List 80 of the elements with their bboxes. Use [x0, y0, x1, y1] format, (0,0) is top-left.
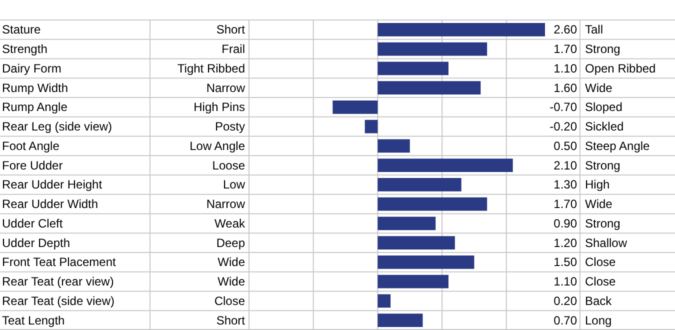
text: Loose [212, 158, 246, 172]
data-label: 1.30 [554, 178, 578, 192]
y-tick-label: Rear Udder Height [2, 178, 103, 192]
y2-tick-label: Back [585, 294, 613, 308]
text: Tight Ribbed [177, 61, 245, 76]
y2-tick-label: Long [585, 313, 612, 328]
text: Deep [216, 236, 246, 250]
y2-tick-label: Open Ribbed [585, 61, 656, 76]
bar [378, 139, 410, 153]
y-tick-label: Rump Width [2, 80, 68, 95]
bar [332, 100, 378, 114]
data-label: -0.20 [550, 120, 578, 134]
bar [378, 256, 474, 269]
y-tick-label: Rear Leg (side view) [2, 120, 112, 134]
y-tick-label: Rear Teat (side view) [2, 294, 114, 308]
text: Short [216, 22, 246, 37]
text: Narrow [206, 197, 246, 212]
bar [378, 178, 462, 192]
y-tick-label: Strength [2, 42, 48, 56]
bar [378, 23, 545, 36]
text: Short [216, 313, 246, 328]
bar [378, 81, 481, 94]
data-label: -0.70 [550, 100, 578, 114]
y2-tick-label: Strong [585, 216, 620, 230]
data-label: 1.10 [554, 61, 578, 76]
y-tick-label: Fore Udder [2, 158, 63, 172]
text: Low Angle [190, 138, 246, 153]
data-label: 1.20 [554, 236, 578, 250]
y-tick-label: Rear Teat (rear view) [2, 274, 114, 289]
y-tick-label: Teat Length [2, 313, 65, 328]
y2-tick-label: Close [585, 255, 616, 270]
data-label: 1.70 [554, 42, 578, 56]
y-tick-label: Foot Angle [2, 138, 60, 153]
data-label: 0.20 [554, 294, 578, 308]
text: Close [214, 294, 246, 308]
y2-tick-label: Tall [585, 22, 604, 37]
y2-tick-label: Shallow [585, 236, 628, 250]
text: Low [222, 178, 246, 192]
y2-tick-label: High [585, 178, 610, 192]
y2-tick-label: Strong [585, 42, 620, 56]
y-tick-label: Udder Cleft [2, 216, 64, 230]
bar [378, 294, 391, 308]
y-tick-label: Dairy Form [2, 61, 62, 76]
y2-tick-label: Sickled [585, 120, 624, 134]
y-tick-label: Rump Angle [2, 100, 68, 114]
y2-tick-label: Steep Angle [585, 138, 650, 153]
y2-tick-label: Strong [585, 158, 620, 172]
data-label: 1.50 [554, 255, 578, 270]
text: Weak [214, 216, 246, 230]
bar [364, 120, 378, 134]
data-label: 1.60 [554, 80, 578, 95]
text: Wide [218, 274, 246, 289]
y2-tick-label: Sloped [585, 100, 622, 114]
y-tick-label: Rear Udder Width [2, 197, 98, 212]
data-label: 0.70 [554, 313, 578, 328]
bar [378, 62, 448, 76]
bar [378, 42, 488, 56]
y-tick-label: Udder Depth [2, 236, 70, 250]
text: Frail [222, 42, 245, 56]
bar [378, 158, 513, 172]
data-label: 1.10 [554, 274, 578, 289]
bar [378, 236, 455, 250]
text: Narrow [206, 80, 246, 95]
text: Wide [218, 255, 246, 270]
data-label: 0.50 [554, 138, 578, 153]
data-label: 2.10 [554, 158, 578, 172]
bar [378, 216, 436, 230]
y-tick-label: Front Teat Placement [2, 255, 116, 270]
bar [378, 314, 423, 327]
y2-tick-label: Wide [585, 80, 613, 95]
data-label: 1.70 [554, 197, 578, 212]
data-label: 2.60 [554, 22, 578, 37]
bar [378, 274, 448, 288]
y2-tick-label: Wide [585, 197, 613, 212]
y2-tick-label: Close [585, 274, 616, 289]
text: High Pins [194, 100, 245, 114]
bar [378, 197, 488, 211]
data-label: 0.90 [554, 216, 578, 230]
y-tick-label: Stature [2, 22, 42, 37]
text: Posty [214, 120, 245, 134]
